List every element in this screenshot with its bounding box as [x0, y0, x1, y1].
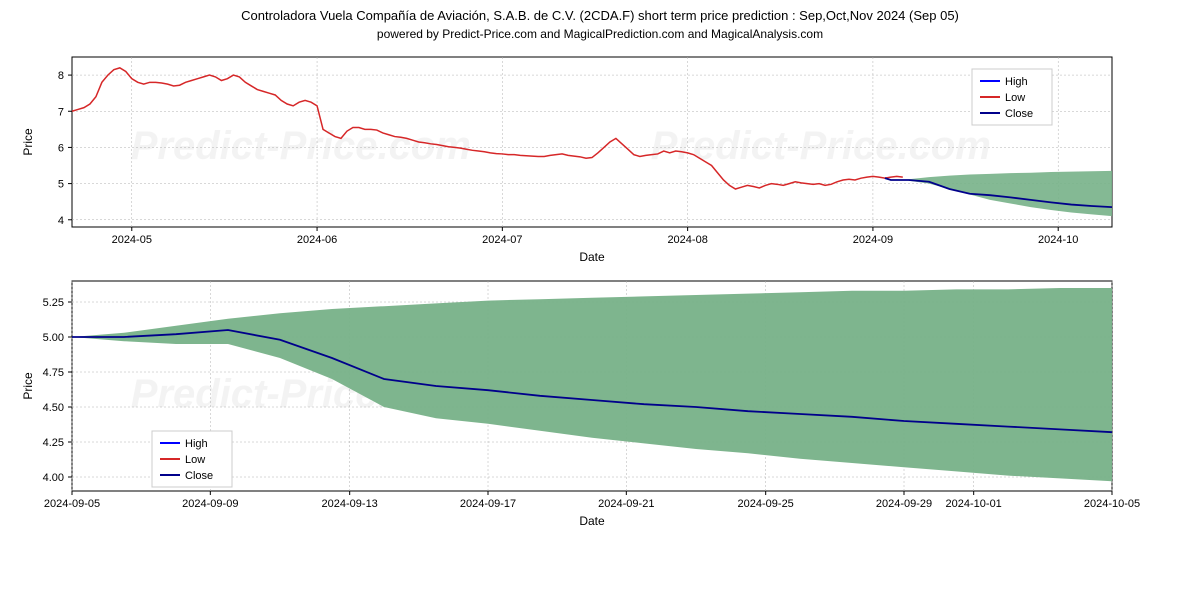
ytick-label: 4.50 — [43, 402, 64, 414]
xtick-label: 2024-05 — [112, 234, 152, 246]
chart-subtitle: powered by Predict-Price.com and Magical… — [12, 27, 1188, 41]
xtick-label: 2024-09-09 — [182, 498, 238, 510]
ytick-label: 4.75 — [43, 367, 64, 379]
ytick-label: 4.25 — [43, 437, 64, 449]
ytick-label: 7 — [58, 106, 64, 118]
chart1-container: Predict-Price.com Predict-Price.com 4 5 6 7 8 P… — [12, 47, 1188, 267]
xtick-label: 2024-06 — [297, 234, 337, 246]
chart1-svg: Predict-Price.com Predict-Price.com 4 5 6 7 8 P… — [12, 47, 1188, 267]
y-axis-label: Price — [21, 128, 35, 156]
chart-title: Controladora Vuela Compañía de Aviación,… — [12, 8, 1188, 23]
xtick-label: 2024-07 — [482, 234, 522, 246]
xtick-label: 2024-09-21 — [598, 498, 654, 510]
ytick-label: 5 — [58, 179, 64, 191]
xtick-label: 2024-09-05 — [44, 498, 100, 510]
x-axis-label: Date — [579, 250, 605, 264]
xtick-label: 2024-09-25 — [738, 498, 794, 510]
ytick-label: 6 — [58, 142, 64, 154]
xtick-label: 2024-09-17 — [460, 498, 516, 510]
legend-item: Low — [1005, 92, 1025, 104]
legend-item: Low — [185, 454, 205, 466]
ytick-label: 4 — [58, 215, 64, 227]
x-axis-label: Date — [579, 514, 605, 528]
watermark-text: Predict-Price.com — [131, 124, 471, 168]
y-axis-label: Price — [21, 372, 35, 400]
xtick-label: 2024-08 — [667, 234, 707, 246]
xtick-label: 2024-10-01 — [946, 498, 1002, 510]
ytick-label: 4.00 — [43, 472, 64, 484]
xtick-label: 2024-09-29 — [876, 498, 932, 510]
legend-item: High — [185, 438, 208, 450]
xtick-label: 2024-09-13 — [322, 498, 378, 510]
chart2-svg: Predict-Price.comPredict-Price.com4.004.… — [12, 271, 1188, 531]
xtick-label: 2024-09 — [853, 234, 893, 246]
xtick-label: 2024-10-05 — [1084, 498, 1140, 510]
legend-item: Close — [185, 470, 213, 482]
xtick-label: 2024-10 — [1038, 234, 1078, 246]
ytick-label: 5.25 — [43, 297, 64, 309]
legend-item: Close — [1005, 108, 1033, 120]
title-block: Controladora Vuela Compañía de Aviación,… — [12, 8, 1188, 47]
ytick-label: 5.00 — [43, 332, 64, 344]
watermark-text: Predict-Price.com — [651, 124, 991, 168]
legend-item: High — [1005, 76, 1028, 88]
ytick-label: 8 — [58, 70, 64, 82]
chart2-container: Predict-Price.comPredict-Price.com4.004.… — [12, 271, 1188, 531]
